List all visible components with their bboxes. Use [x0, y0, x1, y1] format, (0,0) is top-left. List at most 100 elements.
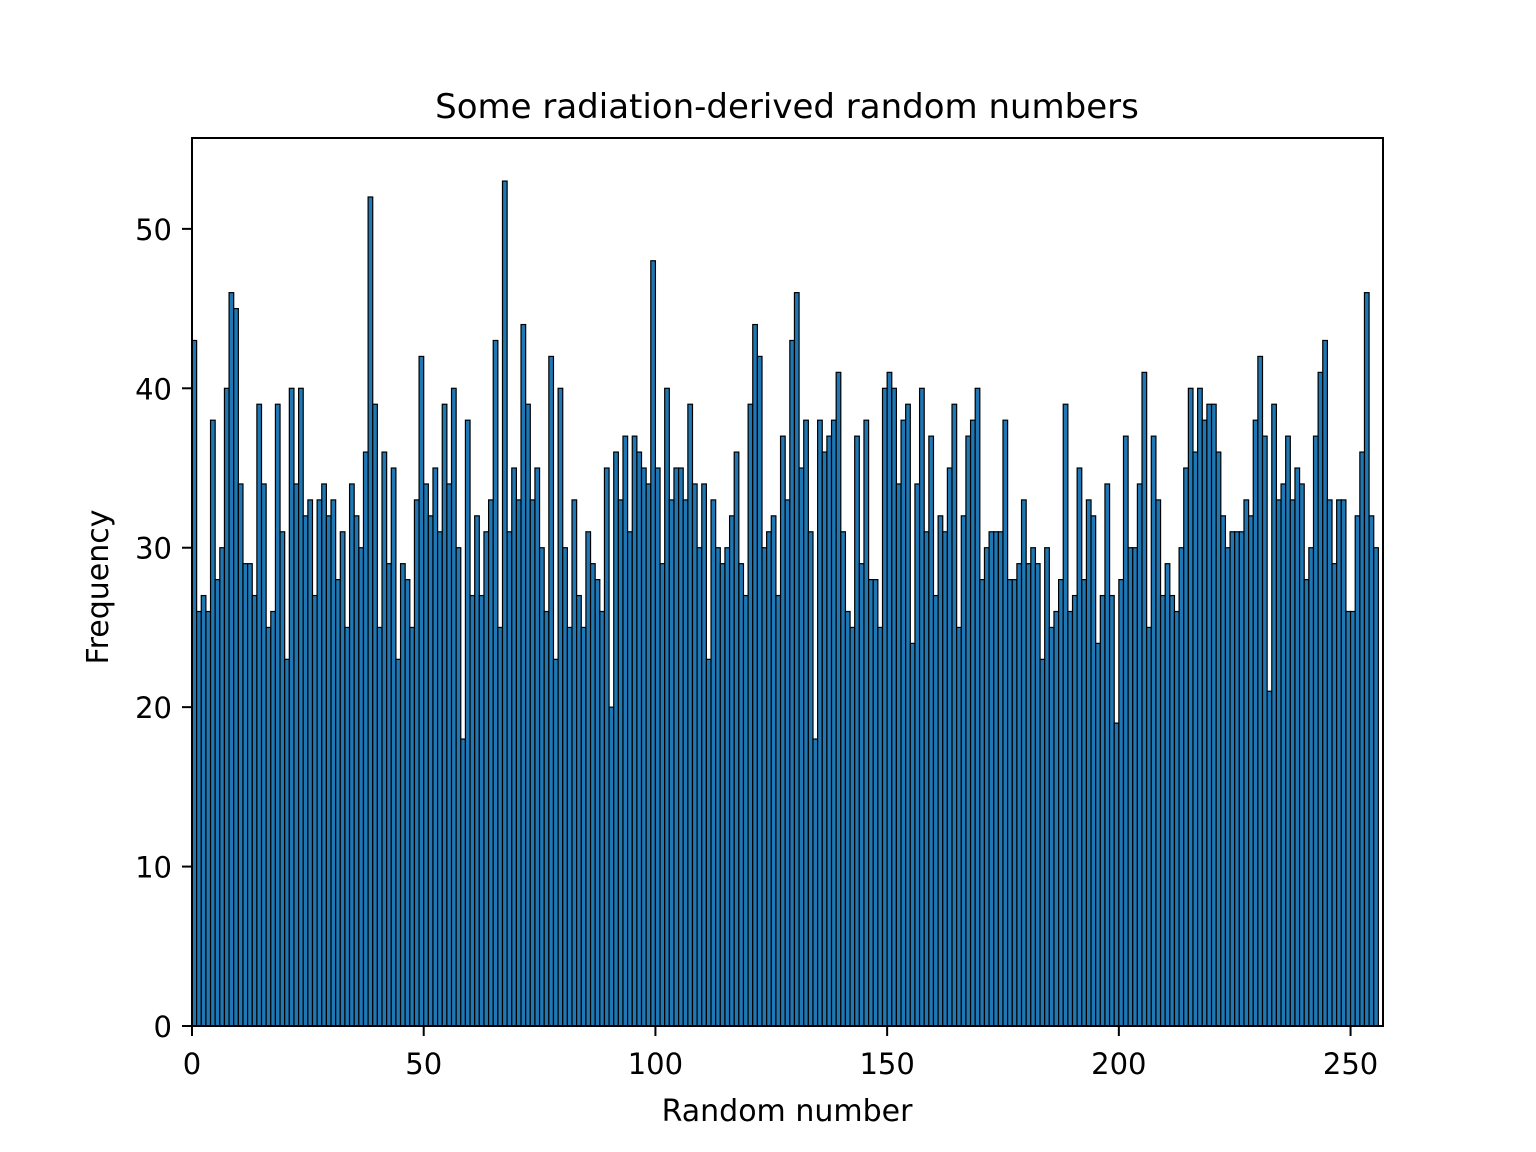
histogram-bar	[321, 483, 327, 1027]
histogram-bar	[1248, 515, 1254, 1027]
histogram-bar	[1317, 371, 1324, 1027]
histogram-bar	[307, 499, 314, 1027]
histogram-bar	[1020, 499, 1027, 1027]
y-tick-label: 50	[135, 213, 172, 247]
histogram-bar	[826, 435, 833, 1027]
histogram-bar	[474, 515, 480, 1027]
histogram-bar	[1007, 579, 1013, 1027]
histogram-bar	[1044, 547, 1050, 1027]
histogram-bar	[1280, 483, 1287, 1027]
histogram-bar	[1132, 547, 1138, 1027]
histogram-bar	[223, 387, 230, 1027]
histogram-bar	[525, 403, 531, 1027]
histogram-bar	[594, 579, 601, 1027]
histogram-bar	[1122, 435, 1129, 1027]
histogram-bar	[719, 563, 726, 1027]
histogram-bar	[1034, 563, 1041, 1027]
histogram-bar	[423, 483, 429, 1027]
y-tick-label: 40	[135, 372, 172, 406]
histogram-bar	[1127, 547, 1134, 1027]
histogram-bar	[256, 403, 263, 1027]
histogram-bar	[344, 626, 351, 1027]
histogram-bar	[872, 579, 879, 1027]
x-tick-label: 100	[628, 1047, 683, 1081]
histogram-bar	[867, 579, 874, 1027]
histogram-bar	[756, 355, 763, 1027]
histogram-bar	[682, 499, 689, 1027]
histogram-bar	[1067, 610, 1074, 1027]
histogram-bar	[900, 419, 907, 1027]
histogram-bar	[728, 515, 735, 1027]
histogram-bar	[1363, 292, 1370, 1027]
histogram-bar	[1146, 626, 1152, 1027]
histogram-bar	[297, 387, 304, 1027]
histogram-bar	[664, 387, 670, 1027]
histogram-bar	[260, 483, 267, 1027]
histogram-bar	[404, 579, 411, 1027]
histogram-bar	[775, 594, 782, 1027]
histogram-bar	[302, 515, 309, 1027]
histogram-bar	[1206, 403, 1213, 1027]
histogram-bar	[325, 515, 332, 1027]
histogram-bar	[812, 738, 819, 1027]
histogram-bar	[483, 531, 490, 1027]
histogram-bar	[1368, 515, 1375, 1027]
histogram-bar	[441, 403, 448, 1027]
histogram-bar	[1252, 419, 1259, 1027]
histogram-bar	[770, 515, 777, 1027]
histogram-bar	[1118, 579, 1125, 1027]
histogram-bar	[636, 451, 643, 1027]
histogram-bar	[993, 531, 999, 1027]
histogram-bar	[427, 515, 434, 1027]
histogram-bar	[1136, 483, 1143, 1027]
histogram-bar	[515, 499, 522, 1027]
histogram-bar	[562, 547, 568, 1027]
histogram-bar	[1173, 610, 1180, 1027]
histogram-bar	[668, 499, 675, 1027]
histogram-bar	[492, 339, 499, 1027]
histogram-bar	[779, 435, 786, 1027]
histogram-bar	[1108, 594, 1115, 1027]
y-tick-label: 30	[135, 532, 172, 566]
histogram-bar	[538, 547, 545, 1027]
histogram-bar	[761, 547, 768, 1027]
histogram-bar	[747, 403, 754, 1027]
histogram-bar	[974, 387, 981, 1027]
x-tick-label: 0	[183, 1047, 201, 1081]
histogram-bar	[358, 547, 365, 1027]
histogram-bar	[793, 292, 800, 1027]
histogram-bar	[580, 626, 587, 1027]
histogram-bar	[1312, 435, 1319, 1027]
histogram-bar	[877, 626, 884, 1027]
histogram-bar	[1178, 547, 1185, 1027]
histogram-bar	[196, 610, 202, 1027]
histogram-bar	[701, 483, 708, 1027]
histogram-bar	[988, 531, 995, 1027]
bars-group	[191, 180, 1379, 1027]
histogram-bar	[807, 531, 814, 1027]
histogram-bar	[1336, 499, 1342, 1027]
histogram-bar	[863, 419, 870, 1027]
histogram-bar	[942, 531, 948, 1027]
histogram-bar	[766, 531, 772, 1027]
histogram-bar	[1002, 419, 1009, 1027]
histogram-bar	[205, 610, 212, 1027]
histogram-bar	[1220, 515, 1227, 1027]
histogram-bar	[446, 483, 453, 1027]
histogram-bar	[1071, 594, 1078, 1027]
histogram-bar	[1183, 467, 1189, 1027]
histogram-bar	[830, 419, 837, 1027]
histogram-bar	[821, 451, 828, 1027]
histogram-bar	[506, 531, 513, 1027]
histogram-bar	[395, 658, 402, 1027]
histogram-bar	[247, 563, 253, 1027]
histogram-bar	[478, 594, 485, 1027]
histogram-bar	[1141, 371, 1148, 1027]
histogram-bar	[413, 499, 420, 1027]
histogram-bar	[608, 706, 615, 1027]
histogram-bar	[520, 323, 527, 1027]
histogram-bar	[1058, 579, 1064, 1027]
histogram-bar	[923, 531, 930, 1027]
